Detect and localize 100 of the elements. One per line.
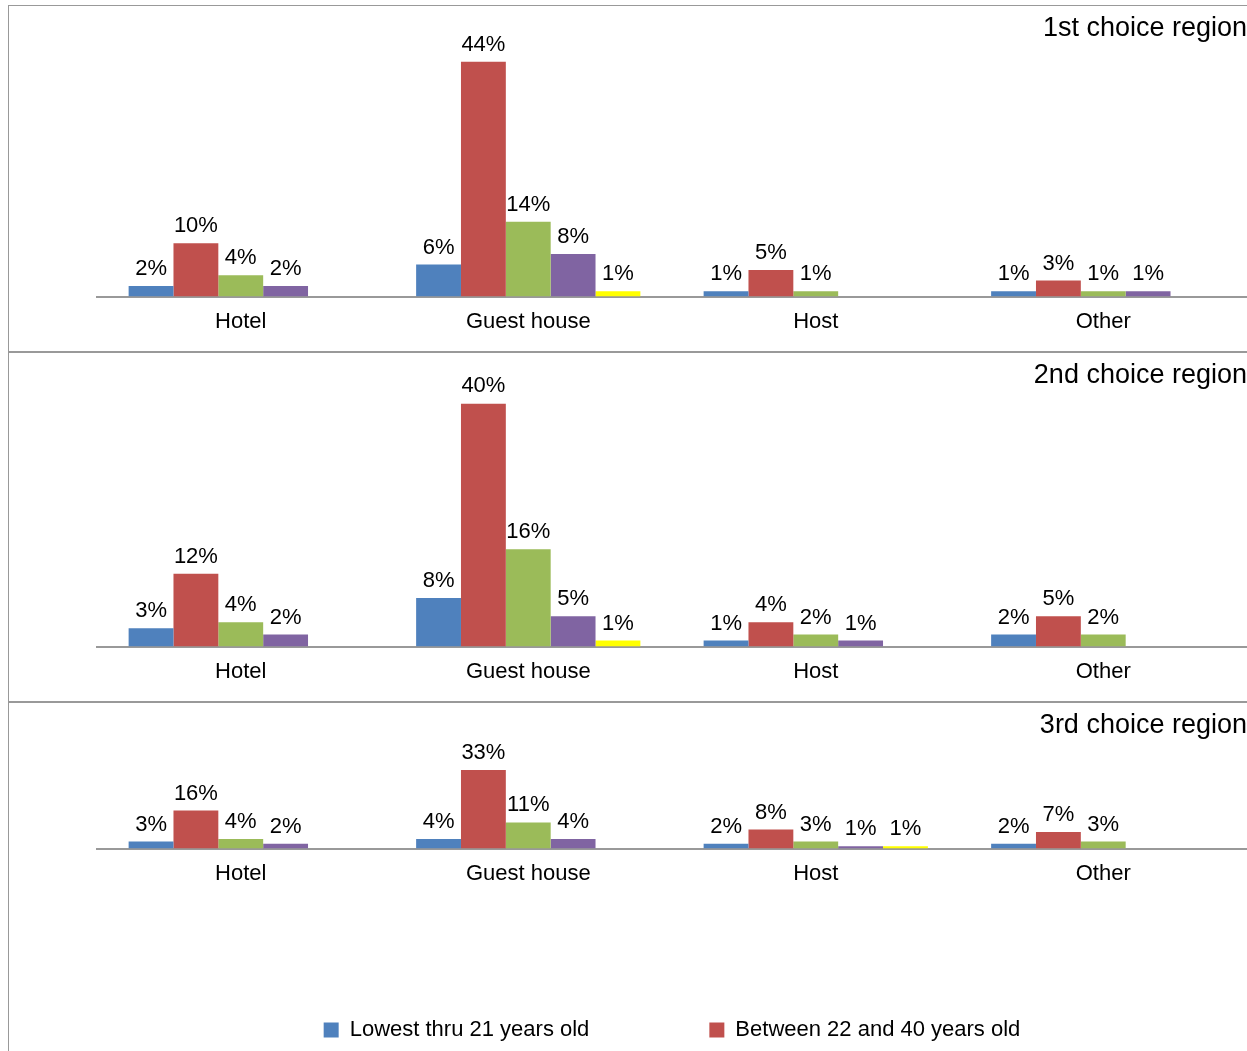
- bar: [748, 829, 794, 849]
- bar: [263, 634, 309, 647]
- bar: [991, 291, 1036, 297]
- data-label: 2%: [269, 603, 302, 629]
- x-tick-label: Guest house: [465, 859, 591, 885]
- data-label: 5%: [557, 585, 589, 611]
- x-tick-label: Other: [1075, 657, 1131, 683]
- data-label: 5%: [1042, 585, 1075, 611]
- bar: [263, 285, 309, 297]
- bar: [505, 549, 551, 647]
- data-label: 2%: [135, 254, 167, 280]
- bar: [748, 269, 794, 297]
- x-tick-label: Guest house: [465, 657, 591, 683]
- data-label: 44%: [461, 30, 506, 56]
- data-label: 2%: [269, 812, 302, 838]
- bar: [595, 291, 641, 297]
- data-label: 16%: [506, 518, 551, 544]
- data-label: 1%: [997, 260, 1030, 286]
- data-label: 2%: [1087, 603, 1120, 629]
- bar: [550, 839, 596, 849]
- data-label: 2%: [710, 812, 742, 838]
- bar: [748, 622, 794, 647]
- legend-label: Between 22 and 40 years old: [735, 1016, 1021, 1042]
- data-label: 16%: [173, 779, 218, 805]
- data-label: 2%: [997, 603, 1030, 629]
- bar: [416, 597, 461, 647]
- data-label: 4%: [224, 591, 257, 617]
- x-tick-label: Host: [793, 859, 839, 885]
- data-label: 4%: [755, 591, 787, 617]
- bar: [793, 291, 839, 297]
- data-label: 1%: [602, 609, 634, 635]
- bar: [218, 622, 264, 647]
- bar: [1080, 291, 1126, 297]
- data-label: 2%: [269, 254, 302, 280]
- data-label: 1%: [1132, 260, 1164, 286]
- data-label: 3%: [1042, 249, 1075, 275]
- bar: [460, 403, 506, 647]
- bar: [505, 822, 551, 849]
- data-label: 12%: [173, 542, 218, 568]
- data-label: 4%: [557, 808, 589, 834]
- x-tick-label: Hotel: [215, 859, 267, 885]
- data-label: 33%: [461, 739, 506, 765]
- bar: [1080, 841, 1126, 849]
- bar: [173, 810, 219, 849]
- x-tick-label: Host: [793, 657, 839, 683]
- data-label: 4%: [224, 244, 257, 270]
- chart-title: 3rd choice region: [1039, 708, 1247, 739]
- data-label: 8%: [755, 798, 787, 824]
- bar: [128, 841, 174, 849]
- x-tick-label: Hotel: [215, 657, 267, 683]
- chart-title: 1st choice region: [1042, 11, 1247, 42]
- bar: [1125, 291, 1171, 297]
- bar: [793, 634, 839, 647]
- bar: [218, 275, 264, 297]
- data-label: 3%: [135, 810, 167, 836]
- data-label: 11%: [507, 791, 550, 817]
- data-label: 1%: [799, 260, 832, 286]
- data-label: 1%: [602, 260, 634, 286]
- bar: [173, 573, 219, 647]
- bar: [128, 628, 174, 647]
- bar: [1035, 831, 1081, 849]
- data-label: 14%: [506, 190, 551, 216]
- data-label: 2%: [799, 603, 832, 629]
- x-tick-label: Other: [1075, 307, 1131, 333]
- bar: [550, 253, 596, 297]
- data-label: 1%: [710, 609, 742, 635]
- bar: [460, 770, 506, 849]
- bar: [703, 291, 749, 297]
- bar: [460, 61, 506, 297]
- x-tick-label: Hotel: [215, 307, 267, 333]
- chart-title: 2nd choice region: [1033, 358, 1247, 389]
- data-label: 8%: [422, 567, 455, 593]
- data-label: 6%: [422, 233, 455, 259]
- data-label: 7%: [1042, 801, 1075, 826]
- bar: [793, 841, 839, 849]
- x-tick-label: Host: [793, 307, 839, 333]
- data-label: 10%: [173, 212, 218, 238]
- data-label: 1%: [844, 815, 877, 841]
- data-label: 1%: [710, 260, 742, 286]
- bar: [505, 221, 551, 297]
- bar: [416, 264, 461, 297]
- data-label: 2%: [997, 812, 1030, 838]
- data-label: 1%: [844, 609, 877, 635]
- x-tick-label: Guest house: [465, 307, 591, 333]
- data-label: 1%: [889, 815, 922, 841]
- bar: [1080, 634, 1126, 647]
- data-label: 3%: [135, 597, 167, 623]
- bar: [1035, 616, 1081, 647]
- bar: [1035, 280, 1081, 297]
- bar: [991, 634, 1036, 647]
- bar: [550, 616, 596, 647]
- data-label: 8%: [557, 222, 589, 248]
- legend-label: Lowest thru 21 years old: [349, 1016, 590, 1042]
- x-tick-label: Other: [1075, 859, 1131, 885]
- bar: [218, 839, 264, 849]
- data-label: 4%: [224, 808, 257, 834]
- data-label: 4%: [422, 808, 455, 834]
- data-label: 3%: [1087, 810, 1120, 836]
- data-label: 5%: [755, 238, 787, 264]
- data-label: 1%: [1087, 260, 1120, 286]
